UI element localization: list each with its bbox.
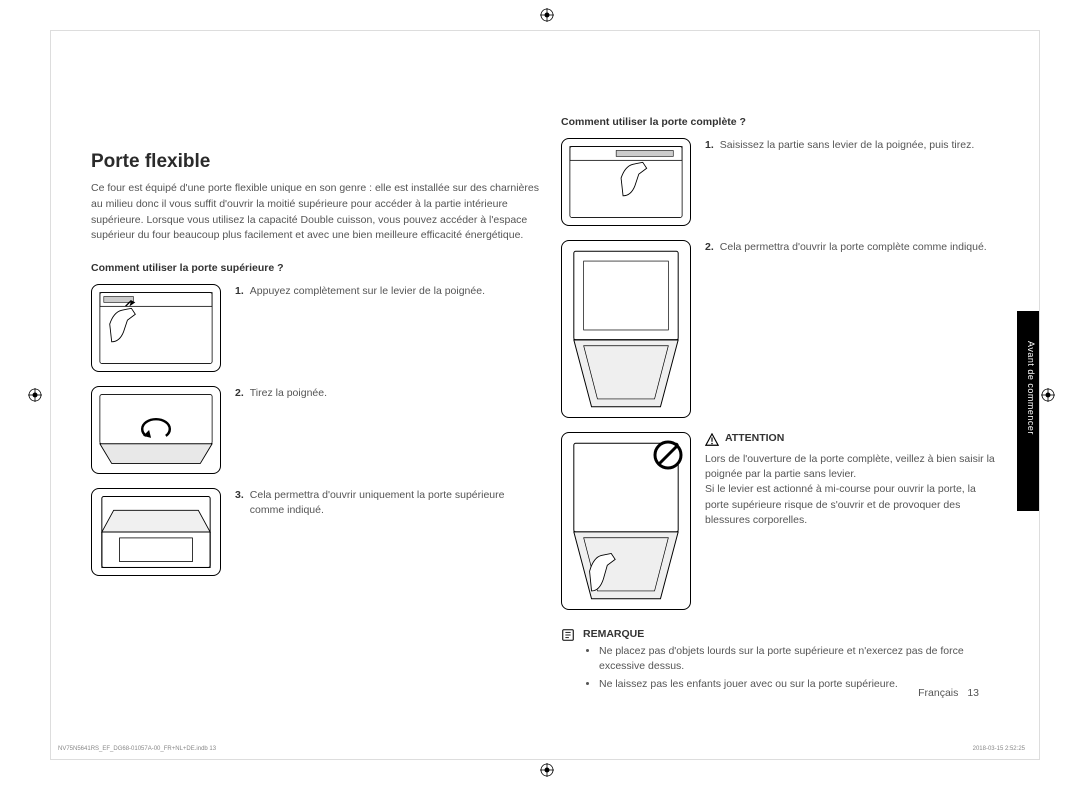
step-body: Saisissez la partie sans levier de la po… bbox=[720, 138, 974, 226]
registration-mark-top bbox=[540, 8, 554, 27]
step-number: 3. bbox=[235, 488, 244, 576]
registration-mark-bottom bbox=[540, 763, 554, 782]
attention-body: Lors de l'ouverture de la porte complète… bbox=[705, 452, 999, 528]
note-icon bbox=[561, 628, 575, 642]
figure-wrong-grip bbox=[561, 432, 691, 610]
warning-icon bbox=[705, 433, 719, 447]
page-number: 13 bbox=[967, 687, 979, 699]
left-step-2: 2. Tirez la poignée. bbox=[91, 386, 529, 474]
left-step-3: 3. Cela permettra d'ouvrir uniquement la… bbox=[91, 488, 529, 576]
left-column: Comment utiliser la porte supérieure ? 1… bbox=[91, 262, 529, 696]
figure-pull-handle bbox=[91, 386, 221, 474]
figure-press-lever bbox=[91, 284, 221, 372]
attention-callout: ATTENTION Lors de l'ouverture de la port… bbox=[705, 432, 999, 610]
language-label: Français bbox=[918, 687, 958, 699]
remarque-callout: REMARQUE Ne placez pas d'objets lourds s… bbox=[561, 628, 999, 696]
step-number: 1. bbox=[235, 284, 244, 372]
registration-mark-left bbox=[28, 388, 42, 407]
step-number: 2. bbox=[705, 240, 714, 418]
step-number: 2. bbox=[235, 386, 244, 474]
figure-upper-door-open bbox=[91, 488, 221, 576]
imprint-timestamp: 2018-03-15 2:52:25 bbox=[973, 746, 1025, 752]
right-attention-block: ATTENTION Lors de l'ouverture de la port… bbox=[561, 432, 999, 610]
attention-title: ATTENTION bbox=[725, 432, 784, 444]
registration-mark-right bbox=[1041, 388, 1055, 407]
left-step-2-text: 2. Tirez la poignée. bbox=[235, 386, 327, 474]
remarque-title: REMARQUE bbox=[583, 628, 999, 640]
imprint-filename: NV75N5641RS_EF_DG68-01057A-00_FR+NL+DE.i… bbox=[58, 746, 216, 752]
right-step-1-text: 1. Saisissez la partie sans levier de la… bbox=[705, 138, 974, 226]
manual-page: Porte flexible Ce four est équipé d'une … bbox=[50, 30, 1040, 760]
figure-grip-handle bbox=[561, 138, 691, 226]
left-step-3-text: 3. Cela permettra d'ouvrir uniquement la… bbox=[235, 488, 529, 576]
step-body: Cela permettra d'ouvrir uniquement la po… bbox=[250, 488, 529, 576]
right-step-2-text: 2. Cela permettra d'ouvrir la porte comp… bbox=[705, 240, 987, 418]
step-body: Tirez la poignée. bbox=[250, 386, 327, 474]
right-column: Comment utiliser la porte complète ? 1. … bbox=[561, 262, 999, 696]
remarque-item: Ne placez pas d'objets lourds sur la por… bbox=[599, 644, 999, 674]
right-step-1: 1. Saisissez la partie sans levier de la… bbox=[561, 138, 999, 226]
remarque-list: Ne placez pas d'objets lourds sur la por… bbox=[583, 644, 999, 693]
step-number: 1. bbox=[705, 138, 714, 226]
right-subheading: Comment utiliser la porte complète ? bbox=[561, 116, 999, 128]
step-body: Cela permettra d'ouvrir la porte complèt… bbox=[720, 240, 987, 418]
figure-full-door-open bbox=[561, 240, 691, 418]
right-step-2: 2. Cela permettra d'ouvrir la porte comp… bbox=[561, 240, 999, 418]
prohibit-icon bbox=[652, 439, 684, 471]
step-body: Appuyez complètement sur le levier de la… bbox=[250, 284, 485, 372]
left-step-1: 1. Appuyez complètement sur le levier de… bbox=[91, 284, 529, 372]
intro-paragraph: Ce four est équipé d'une porte flexible … bbox=[91, 181, 541, 244]
left-subheading: Comment utiliser la porte supérieure ? bbox=[91, 262, 529, 274]
left-step-1-text: 1. Appuyez complètement sur le levier de… bbox=[235, 284, 485, 372]
content-columns: Comment utiliser la porte supérieure ? 1… bbox=[91, 262, 999, 696]
page-footer: Français 13 bbox=[918, 687, 979, 699]
section-tab-label: Avant de commencer bbox=[1026, 341, 1036, 435]
